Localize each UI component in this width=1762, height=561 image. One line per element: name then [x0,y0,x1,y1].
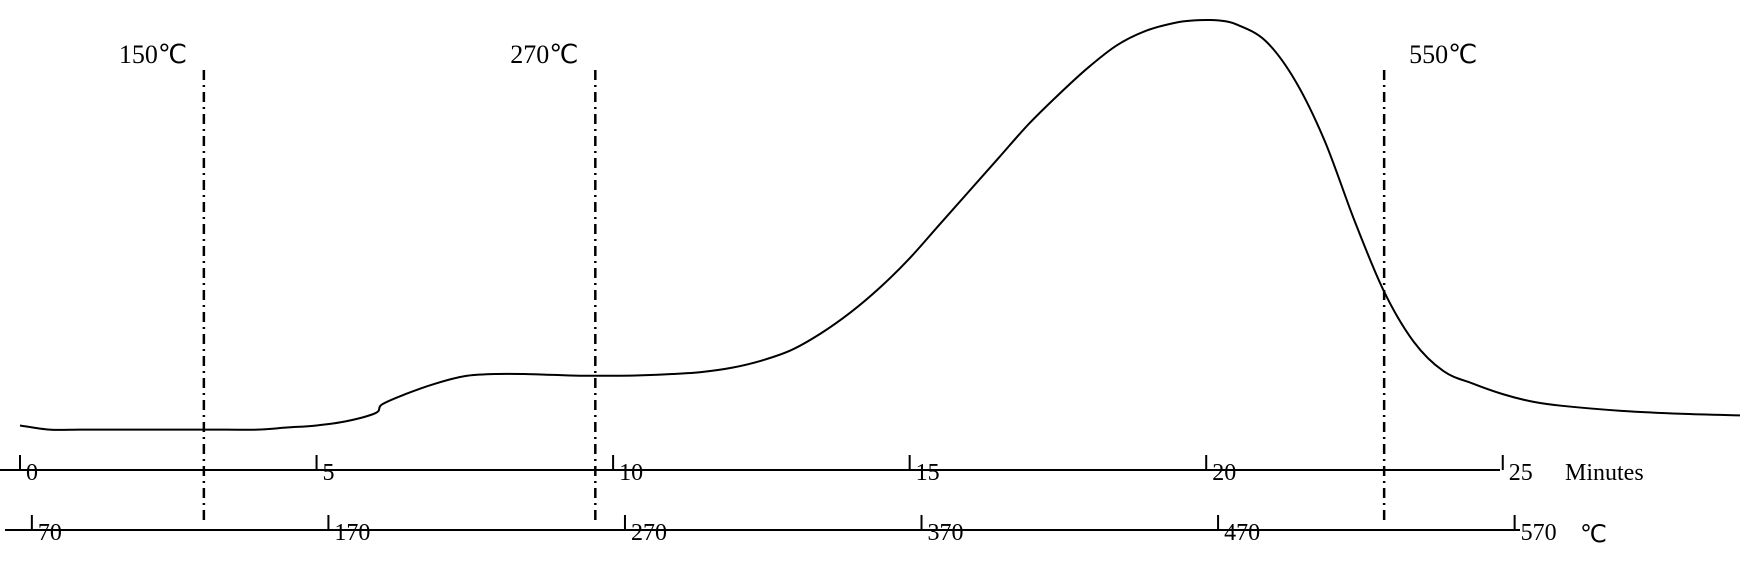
chart-svg [0,0,1762,561]
minutes-tick-label: 10 [619,460,643,487]
celsius-tick-label: 470 [1224,520,1260,547]
celsius-tick-label: 170 [334,520,370,547]
minutes-tick-label: 0 [26,460,38,487]
celsius-tick-label: 570 [1521,520,1557,547]
celsius-tick-label: 270 [631,520,667,547]
temp-marker-label: 550℃ [1409,40,1477,70]
minutes-tick-label: 5 [323,460,335,487]
celsius-tick-label: 70 [38,520,62,547]
thermal-curve-chart: 150℃ 270℃ 550℃ 0 5 10 15 20 25 Minutes 70 170 270 370… [0,0,1762,561]
celsius-axis-label: ℃ [1580,520,1607,549]
minutes-tick-label: 25 [1509,460,1533,487]
minutes-tick-label: 20 [1212,460,1236,487]
signal-curve [20,20,1740,430]
temp-marker-label: 270℃ [510,40,578,70]
minutes-tick-label: 15 [916,460,940,487]
minutes-axis-label: Minutes [1565,460,1644,487]
celsius-tick-label: 370 [928,520,964,547]
temp-marker-label: 150℃ [119,40,187,70]
